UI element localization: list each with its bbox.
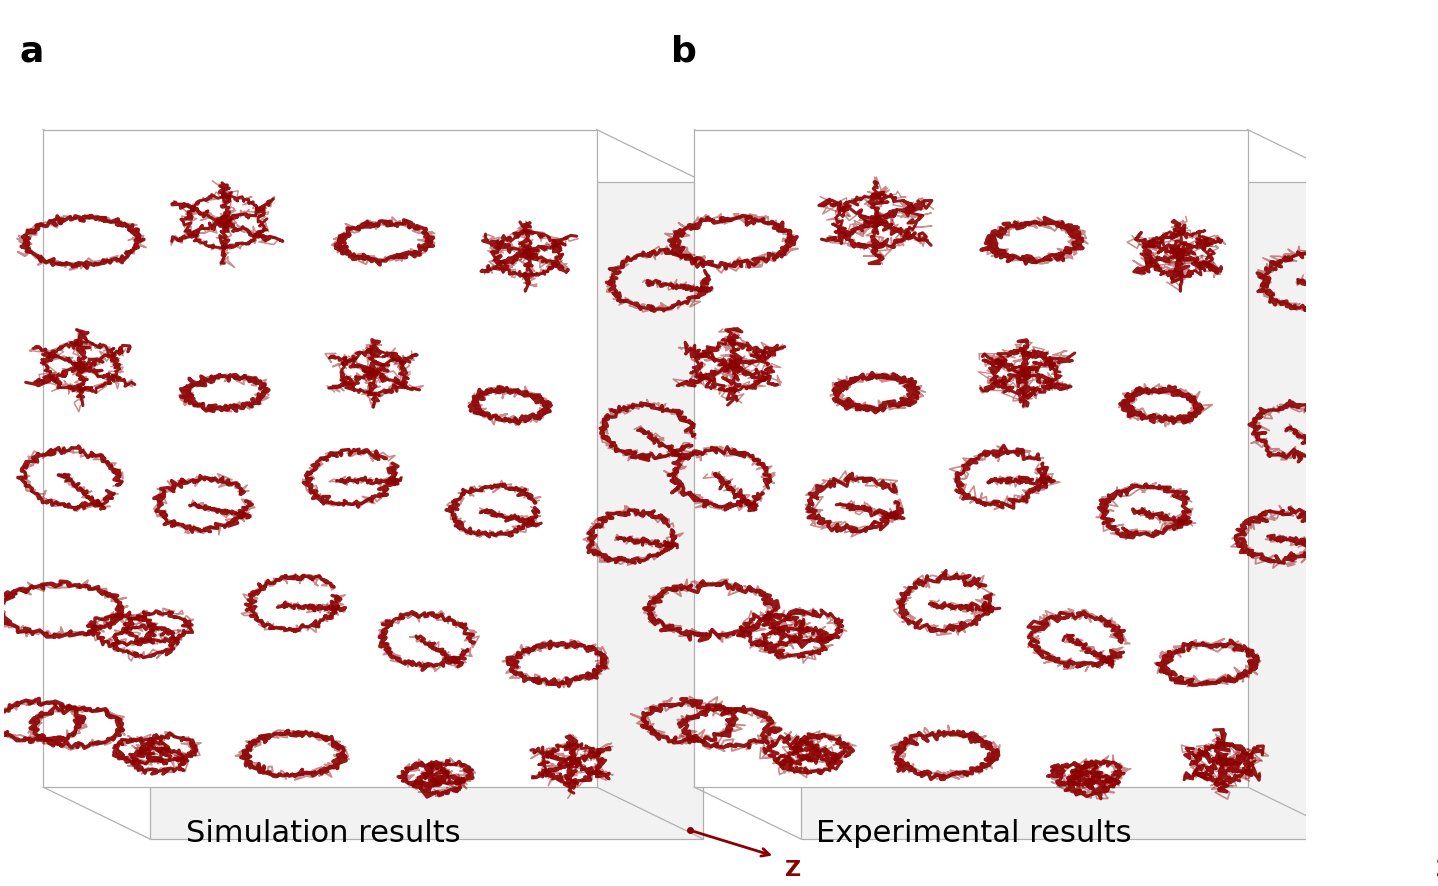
- Text: Z: Z: [1437, 859, 1438, 880]
- Text: Simulation results: Simulation results: [186, 819, 460, 848]
- Polygon shape: [43, 129, 597, 787]
- Polygon shape: [695, 129, 1248, 787]
- Text: Experimental results: Experimental results: [817, 819, 1132, 848]
- Text: a: a: [20, 35, 45, 68]
- Text: Z: Z: [785, 859, 801, 880]
- Polygon shape: [150, 182, 703, 839]
- Text: b: b: [672, 35, 697, 68]
- Polygon shape: [801, 182, 1355, 839]
